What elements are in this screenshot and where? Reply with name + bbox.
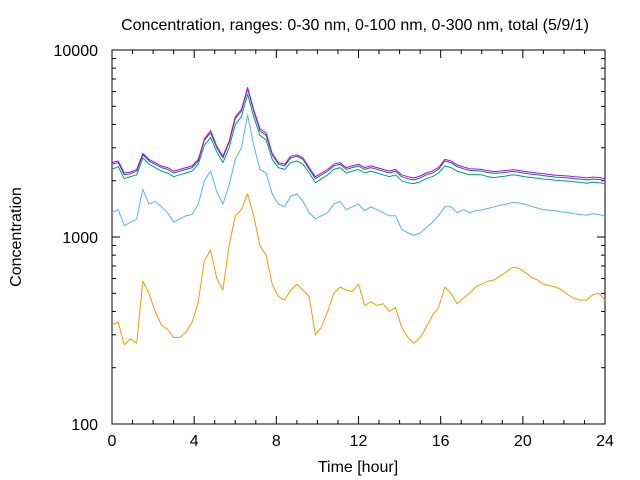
series-line-5 (111, 87, 606, 180)
x-axis-label: Time [hour] (318, 459, 398, 476)
axis-ticks: 0 4 8 12 16 20 24 100 1000 10000 (54, 43, 615, 450)
x-tick-label: 4 (190, 433, 199, 450)
series-line-4 (111, 88, 606, 182)
y-axis-label: Concentration (8, 187, 25, 287)
chart-title: Concentration, ranges: 0-30 nm, 0-100 nm… (121, 17, 589, 34)
y-tick-label: 10000 (54, 43, 99, 60)
x-tick-label: 8 (272, 433, 281, 450)
series-line-2 (111, 114, 606, 236)
x-tick-label: 20 (514, 433, 532, 450)
x-tick-label: 16 (432, 433, 450, 450)
series-line-1 (111, 193, 606, 346)
series-line-3 (111, 93, 606, 185)
x-tick-label: 12 (350, 433, 368, 450)
y-tick-label: 1000 (62, 230, 98, 247)
series-layer (111, 87, 606, 346)
plot-frame (111, 49, 606, 425)
y-tick-label: 100 (71, 417, 98, 434)
x-tick-label: 24 (596, 433, 614, 450)
x-tick-label: 0 (108, 433, 117, 450)
